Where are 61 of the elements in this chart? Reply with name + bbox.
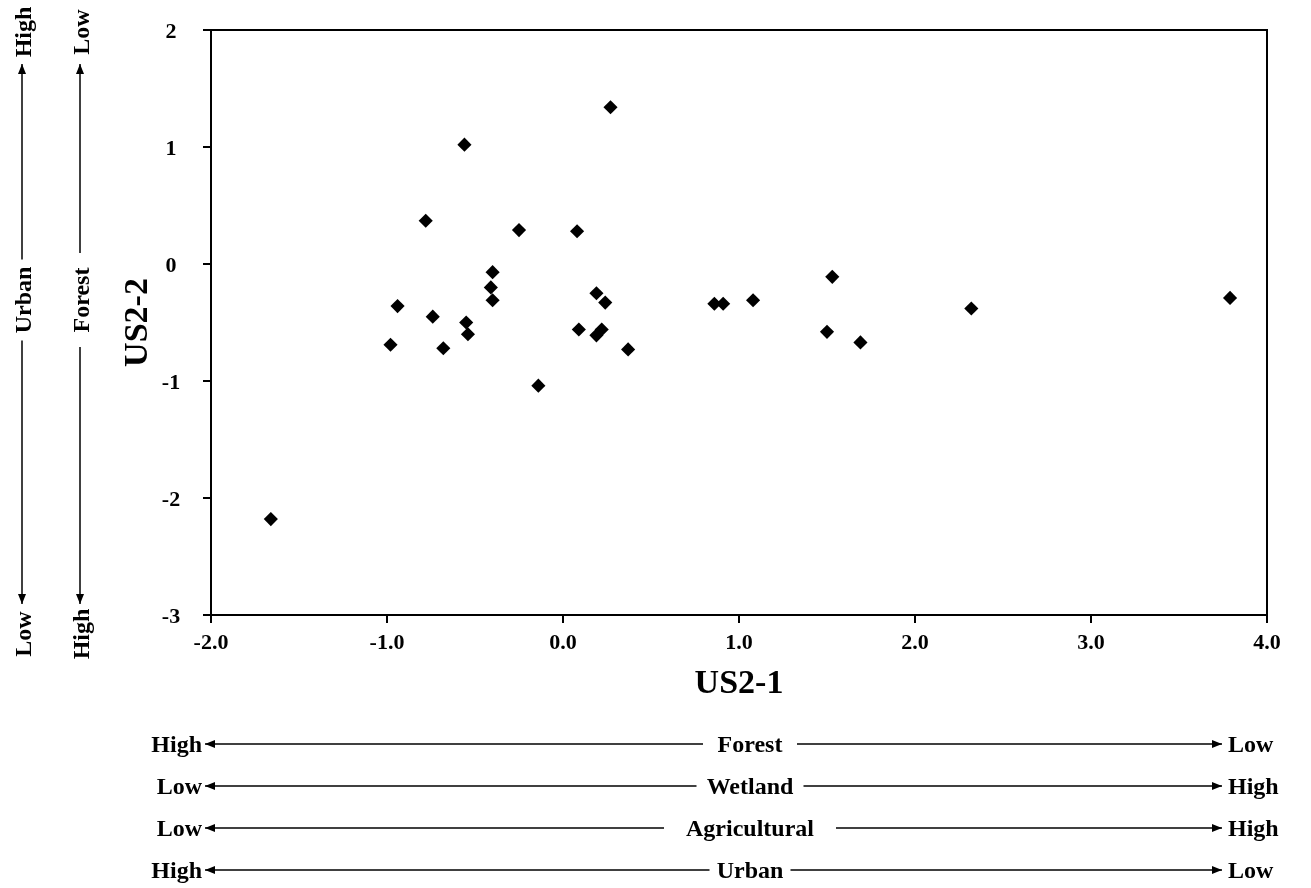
point [436, 341, 451, 356]
y-tick-label: 1 [165, 135, 177, 160]
point [570, 224, 585, 239]
point [598, 295, 613, 310]
text: Urban [716, 857, 784, 883]
point [819, 324, 835, 339]
point [531, 378, 546, 393]
point [825, 269, 840, 284]
point [511, 223, 527, 238]
point [746, 293, 761, 308]
point [716, 296, 731, 311]
point [485, 265, 500, 280]
x-tick-label: 1.0 [725, 629, 753, 654]
point [418, 213, 433, 228]
point [425, 309, 440, 324]
point [390, 299, 405, 314]
x-tick-label: -2.0 [193, 629, 229, 654]
text: Forest [68, 267, 94, 333]
y-axis-title: US2-2 [117, 278, 154, 367]
point [621, 342, 636, 357]
text: High [68, 608, 94, 660]
point [1222, 290, 1238, 305]
text: Low [10, 610, 36, 657]
text: Low [1228, 857, 1275, 883]
x-tick-label: 0.0 [549, 629, 577, 654]
point [263, 511, 278, 527]
text: Wetland [706, 773, 794, 799]
y-tick-label: 0 [165, 252, 177, 277]
point [483, 280, 498, 295]
point [603, 100, 618, 115]
text: Agricultural [686, 815, 815, 841]
y-tick-label: -3 [161, 603, 181, 628]
point [485, 293, 500, 308]
point [460, 327, 476, 342]
text: Low [68, 8, 94, 55]
point [964, 301, 979, 316]
point [459, 315, 474, 330]
point [457, 137, 472, 152]
text: Low [1228, 731, 1275, 757]
y-tick-label: 2 [165, 18, 177, 43]
point [589, 286, 604, 301]
text: Forest [717, 731, 783, 757]
text: Urban [10, 266, 36, 334]
text: Low [156, 773, 203, 799]
x-axis-title: US2-1 [694, 663, 784, 700]
y-tick-label: -2 [161, 486, 181, 511]
text: High [151, 857, 202, 883]
text: High [151, 731, 202, 757]
text: High [1228, 773, 1279, 799]
point [853, 335, 868, 350]
x-tick-label: 2.0 [901, 629, 929, 654]
x-tick-label: 4.0 [1253, 629, 1281, 654]
x-tick-label: 3.0 [1077, 629, 1105, 654]
text: High [10, 6, 36, 58]
point [594, 322, 609, 337]
y-tick-label: -1 [161, 369, 181, 394]
point [383, 337, 398, 352]
text: High [1228, 815, 1279, 841]
point [571, 322, 586, 337]
x-tick-label: -1.0 [369, 629, 405, 654]
text: Low [156, 815, 203, 841]
